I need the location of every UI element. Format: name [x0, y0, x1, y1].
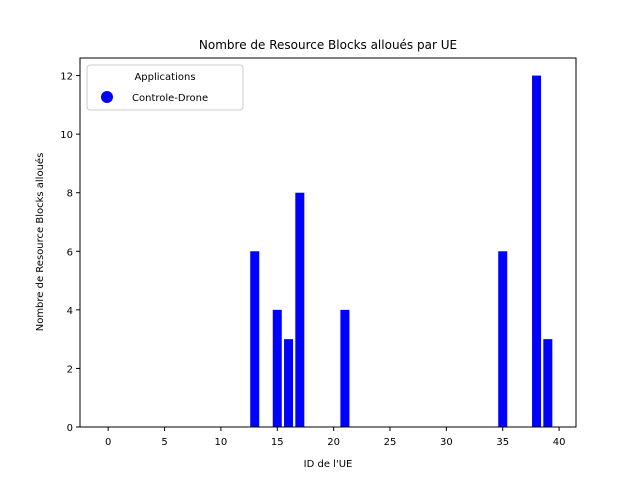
x-tick-label: 40	[553, 437, 566, 448]
bar-ue-17	[295, 192, 305, 427]
x-tick-label: 20	[327, 437, 340, 448]
bar-ue-39	[543, 339, 553, 427]
y-tick-label: 10	[60, 130, 73, 141]
x-tick-label: 15	[271, 437, 284, 448]
bar-ue-15	[272, 309, 282, 427]
y-tick-label: 2	[67, 364, 73, 375]
y-tick-label: 8	[67, 189, 73, 200]
x-tick-label: 35	[496, 437, 509, 448]
y-tick-label: 12	[60, 72, 73, 83]
bars-group	[250, 75, 553, 428]
legend-box	[86, 64, 244, 111]
bar-ue-16	[284, 339, 294, 427]
y-axis: 0 2 4 6 8 10 12	[60, 72, 80, 434]
y-axis-label: Nombre de Resource Blocks alloués	[34, 153, 46, 332]
y-tick-label: 4	[67, 306, 73, 317]
x-axis-label: ID de l'UE	[304, 459, 353, 470]
x-tick-label: 10	[215, 437, 228, 448]
x-axis: 0 5 10 15 20 25 30 35 40	[105, 427, 565, 448]
bar-ue-35	[498, 251, 508, 427]
y-tick-label: 6	[67, 247, 73, 258]
x-tick-label: 30	[440, 437, 453, 448]
x-tick-label: 25	[384, 437, 397, 448]
legend-title: Applications	[134, 72, 195, 83]
legend-marker-circle-icon	[101, 91, 113, 103]
plot-frame	[79, 57, 577, 428]
bar-ue-21	[340, 309, 350, 427]
bar-ue-38	[532, 75, 542, 428]
legend-entry-label: Controle-Drone	[132, 93, 208, 104]
chart-title: Nombre de Resource Blocks alloués par UE	[199, 38, 457, 52]
legend[interactable]: Applications Controle-Drone	[86, 64, 244, 111]
x-tick-label: 5	[161, 437, 167, 448]
y-tick-label: 0	[67, 423, 73, 434]
x-tick-label: 0	[105, 437, 111, 448]
bar-ue-13	[250, 251, 260, 427]
